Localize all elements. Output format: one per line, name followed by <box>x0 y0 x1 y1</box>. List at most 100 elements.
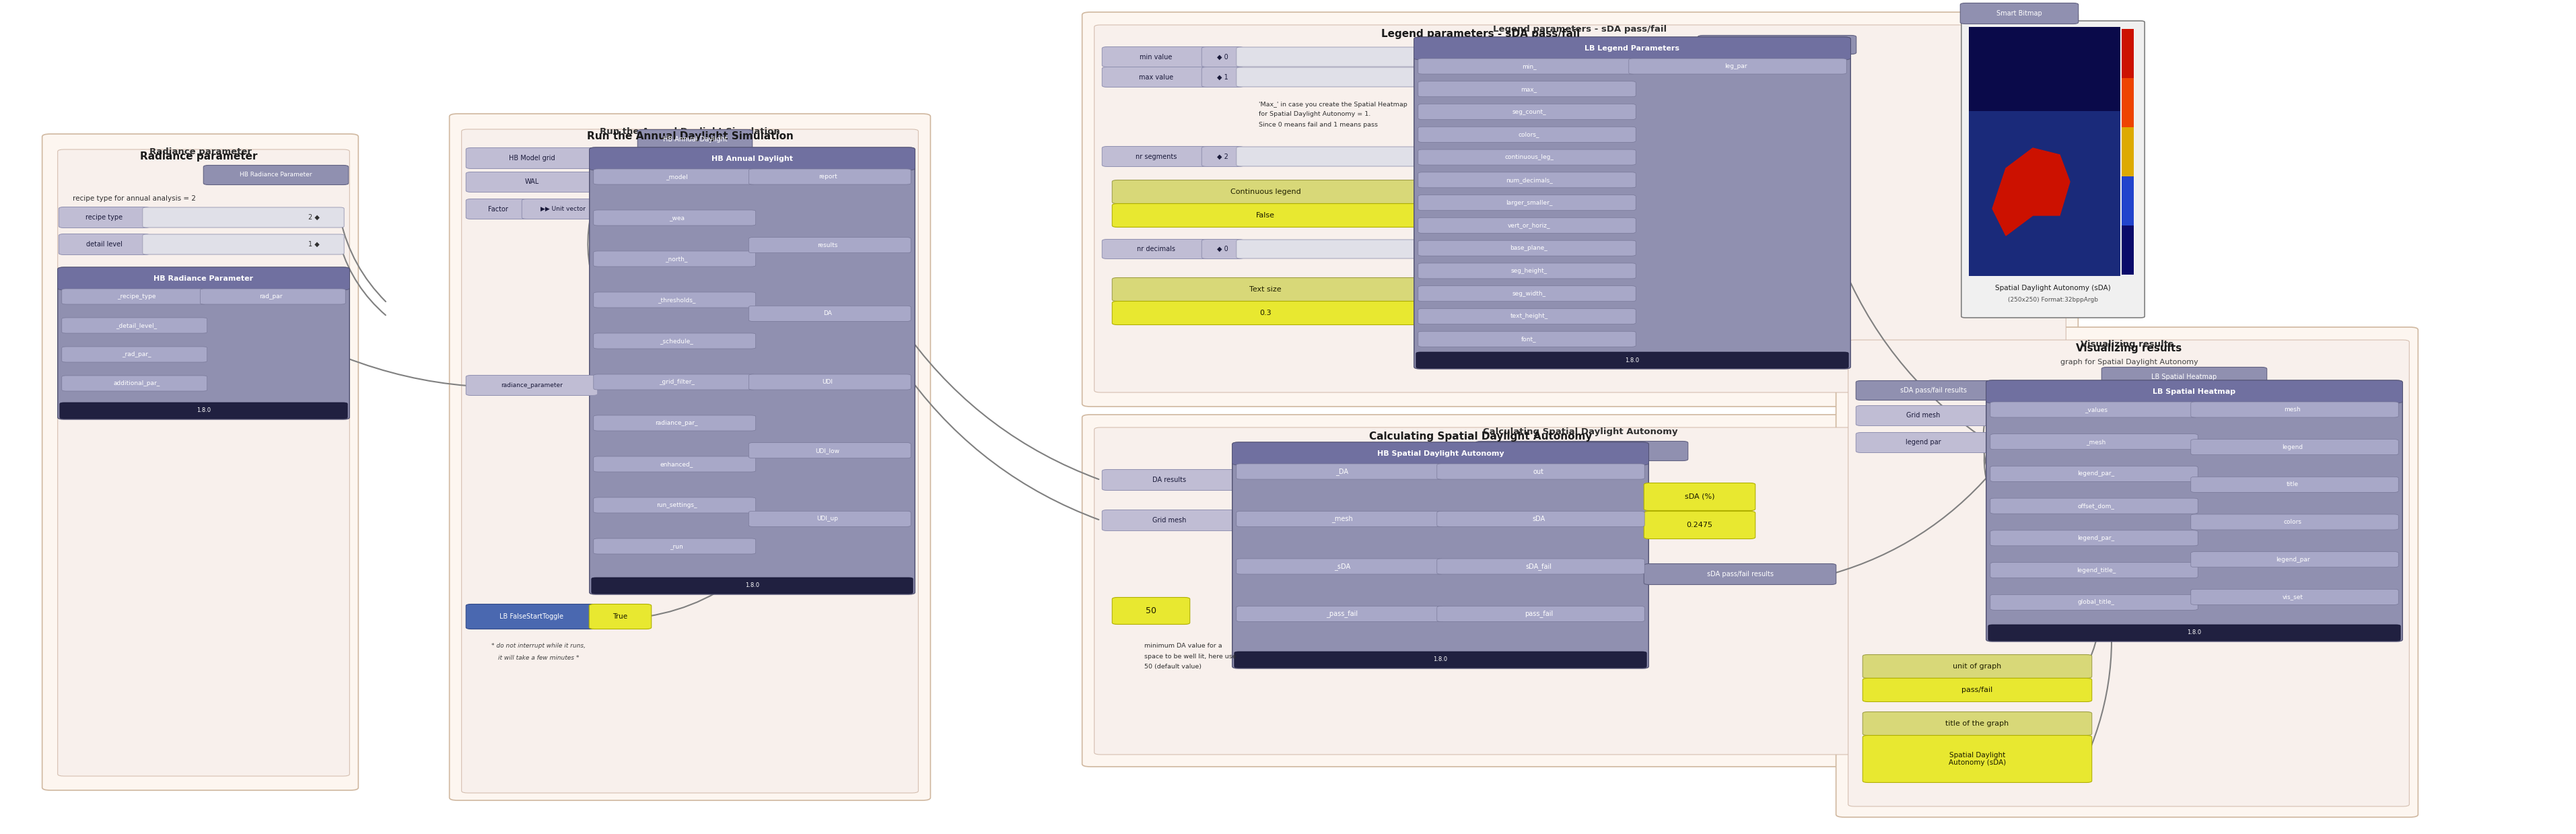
FancyBboxPatch shape <box>1968 27 2120 276</box>
FancyBboxPatch shape <box>2123 78 2133 128</box>
FancyBboxPatch shape <box>1960 21 2146 318</box>
FancyBboxPatch shape <box>1437 606 1643 621</box>
Text: base_plane_: base_plane_ <box>1510 245 1548 251</box>
Text: sDA pass/fail results: sDA pass/fail results <box>1901 387 1968 394</box>
FancyBboxPatch shape <box>1234 651 1646 668</box>
Text: enhanced_: enhanced_ <box>659 461 693 467</box>
Text: _grid_filter_: _grid_filter_ <box>659 379 696 385</box>
FancyBboxPatch shape <box>466 375 598 395</box>
FancyBboxPatch shape <box>1419 331 1636 347</box>
Text: _pass_fail: _pass_fail <box>1327 610 1358 617</box>
Text: HB Spatial Daylight Autonomy: HB Spatial Daylight Autonomy <box>1378 450 1504 457</box>
FancyBboxPatch shape <box>592 415 755 431</box>
FancyBboxPatch shape <box>2190 552 2398 567</box>
FancyBboxPatch shape <box>1113 180 1419 203</box>
FancyBboxPatch shape <box>1236 47 1417 67</box>
Text: legend_par_: legend_par_ <box>2076 471 2115 477</box>
Text: seg_height_: seg_height_ <box>1510 268 1548 274</box>
FancyBboxPatch shape <box>1103 47 1211 67</box>
Text: recipe type for annual analysis = 2: recipe type for annual analysis = 2 <box>72 195 196 202</box>
Text: (250x250) Format:32bppArgb: (250x250) Format:32bppArgb <box>2007 297 2097 303</box>
FancyBboxPatch shape <box>57 149 350 776</box>
Text: HB Spatial Daylight Autonomy: HB Spatial Daylight Autonomy <box>1533 448 1631 455</box>
Text: _DA: _DA <box>1337 468 1350 475</box>
Text: Spatial Daylight
Autonomy (sDA): Spatial Daylight Autonomy (sDA) <box>1947 751 2007 766</box>
FancyBboxPatch shape <box>1643 483 1754 510</box>
FancyBboxPatch shape <box>62 318 206 334</box>
Text: _schedule_: _schedule_ <box>659 338 693 344</box>
FancyBboxPatch shape <box>1855 433 1991 453</box>
FancyBboxPatch shape <box>1414 37 1850 60</box>
Text: min_: min_ <box>1522 63 1535 69</box>
Text: seg_count_: seg_count_ <box>1512 108 1546 115</box>
FancyArrowPatch shape <box>1643 575 1649 578</box>
FancyBboxPatch shape <box>1437 464 1643 480</box>
FancyBboxPatch shape <box>1419 286 1636 301</box>
FancyBboxPatch shape <box>1417 352 1850 368</box>
FancyBboxPatch shape <box>750 374 912 389</box>
FancyArrowPatch shape <box>909 379 1100 520</box>
Text: HB Model grid: HB Model grid <box>507 155 554 162</box>
Text: Radiance parameter: Radiance parameter <box>139 151 258 161</box>
Text: global_title_: global_title_ <box>2079 600 2115 605</box>
FancyBboxPatch shape <box>1236 464 1445 480</box>
FancyBboxPatch shape <box>750 238 912 253</box>
Text: min value: min value <box>1139 53 1172 60</box>
Text: max_: max_ <box>1520 86 1538 92</box>
Text: _north_: _north_ <box>665 256 688 262</box>
FancyBboxPatch shape <box>1236 559 1445 574</box>
FancyBboxPatch shape <box>750 443 912 458</box>
FancyBboxPatch shape <box>1991 530 2197 545</box>
Text: 50 (default value): 50 (default value) <box>1144 663 1200 670</box>
FancyBboxPatch shape <box>1643 511 1754 539</box>
Text: legend_par_: legend_par_ <box>2076 535 2115 541</box>
Text: num_decimals_: num_decimals_ <box>1504 177 1553 183</box>
Text: _sDA: _sDA <box>1334 563 1350 570</box>
Text: space to be well lit, here use: space to be well lit, here use <box>1144 653 1236 660</box>
Text: Grid mesh: Grid mesh <box>1906 412 1940 419</box>
FancyBboxPatch shape <box>1855 405 1991 425</box>
FancyBboxPatch shape <box>592 292 755 308</box>
Text: pass_fail: pass_fail <box>1525 610 1553 617</box>
FancyBboxPatch shape <box>592 374 755 389</box>
Text: 50: 50 <box>1146 606 1157 615</box>
Text: Smart Bitmap: Smart Bitmap <box>1996 10 2043 17</box>
Text: minimum DA value for a: minimum DA value for a <box>1144 643 1221 649</box>
Text: LB Spatial Heatmap: LB Spatial Heatmap <box>2151 374 2218 380</box>
FancyArrowPatch shape <box>590 183 595 227</box>
FancyBboxPatch shape <box>2190 515 2398 530</box>
Text: unit of graph: unit of graph <box>1953 663 2002 670</box>
Text: legend_title_: legend_title_ <box>2076 567 2115 573</box>
Text: title: title <box>2287 481 2298 488</box>
FancyArrowPatch shape <box>345 358 595 387</box>
Text: Run the Annual Daylight Simulation: Run the Annual Daylight Simulation <box>600 127 781 136</box>
Text: False: False <box>1257 212 1275 219</box>
Text: it will take a few minutes *: it will take a few minutes * <box>497 656 580 661</box>
Text: _model: _model <box>665 173 688 179</box>
Text: ◆ 2: ◆ 2 <box>1216 153 1229 160</box>
Text: leg_par: leg_par <box>1723 63 1747 69</box>
FancyBboxPatch shape <box>1862 712 2092 736</box>
FancyBboxPatch shape <box>750 169 912 184</box>
Text: out: out <box>1533 468 1543 475</box>
FancyArrowPatch shape <box>2087 587 2112 756</box>
FancyBboxPatch shape <box>1082 13 2079 406</box>
Text: Spatial Daylight Autonomy (sDA): Spatial Daylight Autonomy (sDA) <box>1996 284 2110 291</box>
FancyBboxPatch shape <box>1103 239 1211 259</box>
Text: LB Legend Parameters: LB Legend Parameters <box>1739 42 1814 48</box>
FancyBboxPatch shape <box>1628 58 1847 74</box>
FancyBboxPatch shape <box>1236 68 1417 87</box>
FancyBboxPatch shape <box>1476 441 1687 460</box>
FancyBboxPatch shape <box>592 251 755 267</box>
FancyBboxPatch shape <box>466 148 598 168</box>
FancyBboxPatch shape <box>1989 625 2401 641</box>
FancyBboxPatch shape <box>1847 340 2409 806</box>
Text: max value: max value <box>1139 73 1172 80</box>
FancyBboxPatch shape <box>590 148 914 170</box>
Text: Visualizing results: Visualizing results <box>2076 344 2182 354</box>
FancyBboxPatch shape <box>1968 27 2120 111</box>
Text: ◆ 1: ◆ 1 <box>1216 73 1229 80</box>
Text: _mesh: _mesh <box>2087 439 2107 445</box>
FancyBboxPatch shape <box>41 134 358 791</box>
FancyBboxPatch shape <box>1960 3 2079 24</box>
